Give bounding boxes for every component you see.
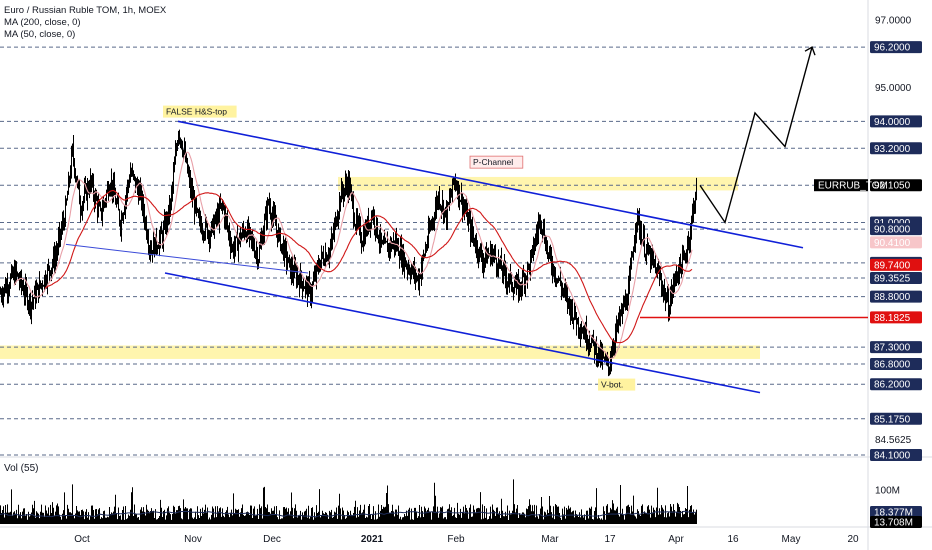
price-tag-label: 96.2000 bbox=[874, 43, 911, 54]
volume-axis-label: 100M bbox=[875, 486, 900, 497]
annotation-label: FALSE H&S-top bbox=[166, 107, 227, 117]
x-axis-label: 2021 bbox=[361, 534, 384, 545]
zone-support bbox=[0, 345, 760, 359]
price-tag bbox=[870, 236, 922, 249]
price-tag-label: 93.2000 bbox=[874, 144, 911, 155]
price-tag-label: 90.8000 bbox=[874, 225, 911, 236]
price-tag bbox=[870, 378, 922, 391]
annotation-box bbox=[598, 378, 636, 391]
price-tag-label: 88.8000 bbox=[874, 292, 911, 303]
price-tag-label: 86.2000 bbox=[874, 380, 911, 391]
price-tag-label: 86.8000 bbox=[874, 360, 911, 371]
projection-path bbox=[699, 47, 813, 225]
chart-title: Euro / Russian Ruble TOM, 1h, MOEX bbox=[4, 5, 167, 16]
annotation-label: P-Channel bbox=[473, 157, 513, 167]
symbol-tag-label: EURRUB_TOM bbox=[818, 181, 888, 192]
x-axis-label: Mar bbox=[541, 534, 559, 545]
price-tag-label: 87.3000 bbox=[874, 343, 911, 354]
projection-arrowhead bbox=[804, 46, 816, 56]
price-tag bbox=[870, 115, 922, 128]
volume-tag bbox=[870, 506, 922, 518]
volume-title: Vol (55) bbox=[4, 463, 38, 474]
symbol-tag bbox=[814, 179, 868, 192]
price-tag-label: 89.7400 bbox=[874, 260, 911, 271]
price-tag-label: 92.1050 bbox=[874, 181, 911, 192]
volume-tag-label: 18.377M bbox=[874, 508, 913, 519]
x-axis-label: 17 bbox=[604, 534, 616, 545]
ma50-line bbox=[13, 151, 693, 360]
channel-lower-line bbox=[164, 272, 761, 394]
price-tag-label: 90.4100 bbox=[874, 238, 911, 249]
price-tag-label: 88.1825 bbox=[874, 313, 911, 324]
x-axis-label: May bbox=[782, 534, 801, 545]
price-tag-label: 84.1000 bbox=[874, 451, 911, 462]
ma200-line bbox=[44, 189, 693, 344]
neckline bbox=[65, 243, 309, 274]
price-tag bbox=[870, 271, 922, 284]
price-tag bbox=[870, 179, 922, 192]
price-tag-label: 89.3525 bbox=[874, 273, 911, 284]
annotation-box bbox=[163, 105, 237, 118]
price-tag bbox=[870, 449, 922, 461]
x-axis-label: Dec bbox=[263, 534, 281, 545]
price-tag bbox=[870, 358, 922, 370]
price-tag-label: 94.0000 bbox=[874, 117, 911, 128]
channel-upper-line bbox=[177, 120, 804, 249]
price-tag bbox=[870, 290, 922, 303]
volume-tag bbox=[870, 516, 922, 528]
annotation-box bbox=[469, 155, 524, 169]
x-axis-label: 20 bbox=[847, 534, 859, 545]
annotation-label: V-bot. bbox=[601, 380, 623, 390]
price-tag bbox=[870, 223, 922, 236]
price-tag bbox=[870, 341, 922, 354]
ma200-legend: MA (200, close, 0) bbox=[4, 17, 81, 28]
y-axis-label: 84.5625 bbox=[875, 435, 912, 446]
x-axis-label: Apr bbox=[668, 534, 684, 545]
y-axis-label: 95.0000 bbox=[875, 83, 912, 94]
x-axis-label: Oct bbox=[74, 534, 90, 545]
price-tag-label: 85.1750 bbox=[874, 414, 911, 425]
x-axis-label: Nov bbox=[184, 534, 202, 545]
volume-tag-label: 13.708M bbox=[874, 518, 913, 529]
ma50-legend: MA (50, close, 0) bbox=[4, 29, 76, 40]
price-tag bbox=[870, 41, 922, 54]
price-tag bbox=[870, 258, 922, 271]
y-axis-label: 97.0000 bbox=[875, 16, 912, 27]
price-tag bbox=[870, 412, 922, 425]
volume-ma-line bbox=[0, 510, 697, 518]
x-axis-label: Feb bbox=[447, 534, 465, 545]
price-tag bbox=[870, 311, 922, 324]
x-axis-label: 16 bbox=[727, 534, 739, 545]
zone-resistance bbox=[338, 176, 738, 191]
price-tag bbox=[870, 142, 922, 155]
